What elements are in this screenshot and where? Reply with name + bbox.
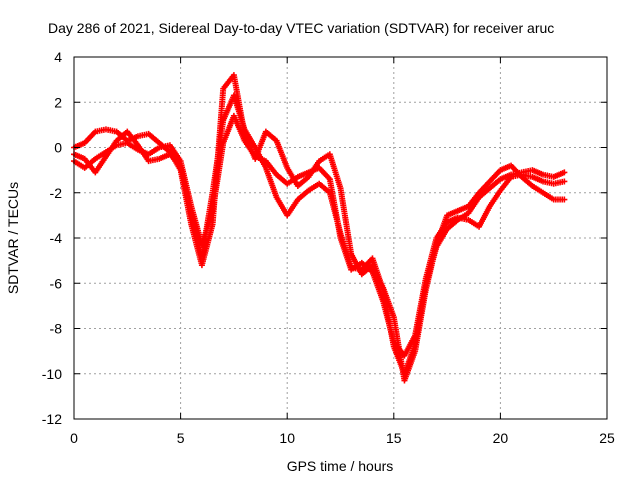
x-tick-label: 25 (599, 430, 615, 446)
axis-ticks: 0 5 10 15 20 25 -12 -10 -8 -6 -4 -2 0 2 4 (42, 49, 615, 446)
y-axis-label: SDTVAR / TECUs (5, 182, 21, 294)
y-tick-label: -10 (42, 366, 62, 382)
x-tick-label: 5 (177, 430, 185, 446)
series-track-2 (71, 72, 568, 384)
y-tick-label: -6 (50, 275, 63, 291)
chart-title: Day 286 of 2021, Sidereal Day-to-day VTE… (48, 20, 554, 36)
x-tick-label: 10 (279, 430, 295, 446)
y-tick-label: 0 (54, 140, 62, 156)
y-tick-label: 4 (54, 49, 62, 65)
data-point (561, 169, 568, 176)
y-tick-label: -12 (42, 411, 62, 427)
series-track-1 (71, 112, 568, 359)
x-axis-label: GPS time / hours (287, 458, 394, 474)
y-tick-label: -4 (50, 230, 63, 246)
y-tick-label: 2 (54, 94, 62, 110)
y-tick-label: -8 (50, 321, 63, 337)
x-tick-label: 20 (493, 430, 509, 446)
x-tick-label: 0 (70, 430, 78, 446)
y-tick-label: -2 (50, 185, 63, 201)
x-tick-label: 15 (386, 430, 402, 446)
data-marks (71, 72, 568, 384)
data-point (561, 178, 568, 185)
data-point (561, 196, 568, 203)
